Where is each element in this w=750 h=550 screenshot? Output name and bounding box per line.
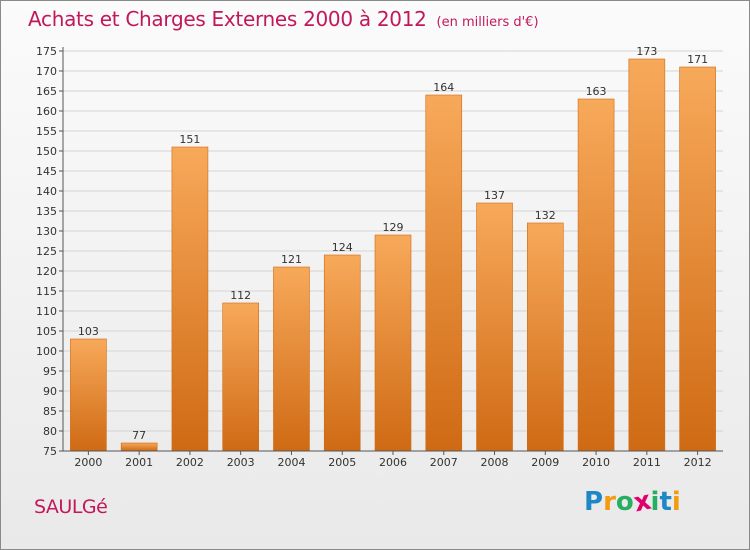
brand-logo: Proxiti [584, 486, 681, 519]
data-label: 121 [281, 253, 302, 266]
y-tick-label: 155 [36, 125, 57, 138]
bar [679, 66, 716, 452]
x-tick-label: 2003 [227, 456, 255, 469]
bars [70, 58, 716, 452]
brand-letter: i [671, 487, 681, 517]
bar [273, 266, 310, 452]
title-line: Achats et Charges Externes 2000 à 2012 (e… [28, 7, 539, 31]
bar [476, 202, 513, 452]
y-tick-label: 100 [36, 345, 57, 358]
bar [70, 338, 107, 452]
y-tick-label: 145 [36, 165, 57, 178]
data-label: 163 [586, 85, 607, 98]
commune-name: SAULGé [34, 496, 108, 518]
y-tick-label: 135 [36, 205, 57, 218]
data-label: 137 [484, 189, 505, 202]
chart-subtitle: (en milliers d'€) [436, 15, 539, 30]
data-label: 132 [535, 209, 556, 222]
y-tick-label: 165 [36, 85, 57, 98]
chart-title: Achats et Charges Externes 2000 à 2012 [28, 7, 427, 31]
y-tick-label: 175 [36, 45, 57, 58]
brand-letter: r [603, 487, 616, 517]
bar [323, 254, 361, 452]
y-tick-label: 105 [36, 325, 57, 338]
brand-letter: i [650, 487, 660, 517]
bar [222, 302, 259, 452]
x-tick-label: 2008 [481, 456, 509, 469]
y-tick-label: 170 [36, 65, 57, 78]
y-tick-label: 110 [36, 305, 57, 318]
x-tick-label: 2005 [328, 456, 356, 469]
labels: 75 80 85 90 95 100 105 110 115 120 125 130 135 140 145… [36, 45, 712, 469]
y-tick-label: 95 [43, 365, 57, 378]
y-tick-label: 140 [36, 185, 57, 198]
bar [577, 98, 615, 452]
data-label: 151 [179, 133, 200, 146]
y-tick-label: 75 [43, 445, 57, 458]
x-tick-label: 2011 [633, 456, 661, 469]
x-tick-label: 2006 [379, 456, 407, 469]
brand-letter: o [615, 487, 634, 517]
data-label: 77 [132, 429, 146, 442]
x-tick-label: 2012 [684, 456, 712, 469]
y-tick-label: 115 [36, 285, 57, 298]
y-tick-label: 80 [43, 425, 57, 438]
data-label: 124 [332, 241, 353, 254]
y-tick-label: 160 [36, 105, 57, 118]
bar [120, 442, 158, 452]
x-tick-label: 2001 [125, 456, 153, 469]
x-tick-label: 2004 [277, 456, 305, 469]
x-tick-label: 2009 [531, 456, 559, 469]
y-tick-label: 150 [36, 145, 57, 158]
y-tick-label: 125 [36, 245, 57, 258]
x-tick-label: 2010 [582, 456, 610, 469]
x-tick-label: 2007 [430, 456, 458, 469]
bar [425, 94, 463, 452]
data-label: 171 [687, 53, 708, 66]
x-tick-label: 2002 [176, 456, 204, 469]
y-tick-label: 85 [43, 405, 57, 418]
data-label: 129 [383, 221, 404, 234]
y-tick-label: 120 [36, 265, 57, 278]
data-label: 173 [636, 45, 657, 58]
brand-letter: t [659, 487, 672, 517]
bar [628, 58, 666, 452]
axes [59, 47, 723, 455]
bar [374, 234, 412, 452]
brand-letter: P [584, 487, 604, 517]
y-tick-label: 130 [36, 225, 57, 238]
y-tick-label: 90 [43, 385, 57, 398]
data-label: 112 [230, 289, 251, 302]
data-label: 103 [78, 325, 99, 338]
bar [527, 222, 564, 452]
x-tick-label: 2000 [74, 456, 102, 469]
bar [171, 146, 209, 452]
data-label: 164 [433, 81, 454, 94]
